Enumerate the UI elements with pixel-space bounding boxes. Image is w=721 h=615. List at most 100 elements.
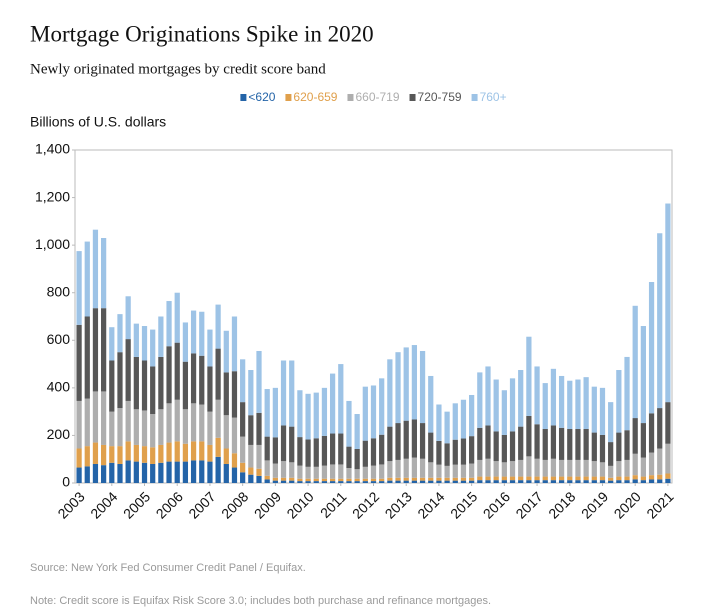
bar-segment: [101, 465, 107, 483]
x-tick-label: 2018: [545, 488, 578, 521]
bar-segment: [256, 412, 262, 445]
bar-segment: [84, 241, 90, 317]
bar-segment: [199, 460, 205, 483]
bar-segment: [92, 442, 99, 464]
bar-segment: [444, 443, 450, 466]
bar-segment: [648, 452, 655, 476]
bar-segment: [477, 480, 483, 483]
bar-segment: [182, 361, 189, 410]
bar-segment: [125, 296, 131, 340]
x-tick-label: 2015: [447, 488, 480, 521]
bar-segment: [133, 409, 139, 445]
bar-segment: [305, 466, 311, 479]
bar-segment: [485, 476, 491, 481]
bar-segment: [542, 480, 548, 483]
chart-title: Mortgage Originations Spike in 2020: [30, 21, 374, 46]
bar-segment: [199, 441, 205, 461]
bar-segment: [297, 481, 303, 483]
bar-segment: [329, 478, 336, 482]
x-tick-label: 2014: [414, 488, 447, 521]
bar-segment: [616, 476, 622, 481]
y-tick-label: 1,200: [35, 188, 70, 204]
bar-segment: [436, 477, 442, 481]
bar-segment: [411, 480, 418, 483]
bar-segment: [387, 477, 393, 481]
bar-segment: [567, 476, 573, 481]
bar-segment: [240, 402, 246, 437]
bar-segment: [395, 459, 401, 478]
bar-segment: [182, 322, 189, 362]
bar-segment: [76, 400, 82, 449]
bar-segment: [444, 480, 450, 483]
bar-segment: [174, 399, 180, 442]
bar-segment: [133, 356, 139, 410]
y-tick-label: 1,400: [35, 141, 70, 157]
bar-segment: [534, 458, 540, 477]
bar-segment: [452, 403, 458, 440]
bar-segment: [469, 463, 475, 478]
bar-segment: [84, 466, 90, 483]
bar-segment: [109, 446, 115, 463]
bar-segment: [501, 462, 507, 477]
bar-segment: [395, 477, 401, 481]
bar-segment: [231, 453, 238, 468]
bar-segment: [280, 360, 287, 426]
bar-segment: [419, 477, 426, 481]
bar-segment: [158, 316, 164, 357]
bar-segment: [550, 425, 557, 459]
bar-segment: [190, 310, 197, 354]
bar-segment: [575, 476, 581, 481]
bar-segment: [133, 444, 139, 462]
bar-segment: [493, 461, 499, 477]
bar-segment: [452, 439, 458, 465]
bar-segment: [469, 436, 475, 464]
y-axis-label: Billions of U.S. dollars: [30, 114, 166, 130]
bar-segment: [158, 444, 164, 463]
bar-segment: [509, 476, 516, 481]
bar-segment: [305, 439, 311, 467]
bar-segment: [133, 461, 139, 483]
bar-segment: [460, 438, 467, 465]
bar-segment: [567, 429, 573, 460]
x-tick-label: 2011: [317, 488, 350, 521]
bar-segment: [411, 477, 418, 481]
bar-segment: [92, 391, 99, 443]
bar-segment: [411, 457, 418, 478]
bar-segment: [150, 447, 156, 464]
bar-segment: [141, 326, 148, 361]
x-tick-label: 2020: [611, 488, 644, 521]
bar-segment: [109, 411, 115, 447]
bar-segment: [264, 460, 270, 476]
bar-segment: [150, 329, 156, 367]
bar-segment: [608, 442, 614, 466]
bar-segment: [665, 443, 671, 474]
bar-segment: [313, 481, 319, 483]
bar-segment: [174, 342, 180, 400]
bar-segment: [501, 434, 507, 463]
bar-segment: [199, 404, 205, 442]
bar-segment: [215, 348, 221, 400]
y-tick-label: 1,000: [35, 236, 70, 252]
bar-segment: [403, 480, 409, 483]
bar-segment: [648, 479, 655, 483]
bar-segment: [256, 468, 262, 476]
bar-segment: [493, 379, 499, 432]
bar-segment: [272, 437, 278, 464]
bar-segment: [534, 366, 540, 425]
bar-segment: [395, 480, 401, 483]
bar-segment: [174, 292, 180, 343]
bar-segment: [379, 464, 385, 479]
bar-segment: [370, 478, 377, 482]
bar-segment: [166, 301, 172, 347]
bar-segment: [469, 477, 475, 481]
bar-segment: [583, 459, 589, 477]
bar-segment: [518, 370, 524, 427]
bar-segment: [289, 462, 295, 478]
bar-segment: [158, 462, 164, 483]
bar-segment: [141, 360, 148, 411]
bar-segment: [125, 400, 131, 442]
bar-segment: [248, 370, 254, 416]
bar-segment: [117, 463, 123, 483]
bar-segment: [567, 480, 573, 483]
